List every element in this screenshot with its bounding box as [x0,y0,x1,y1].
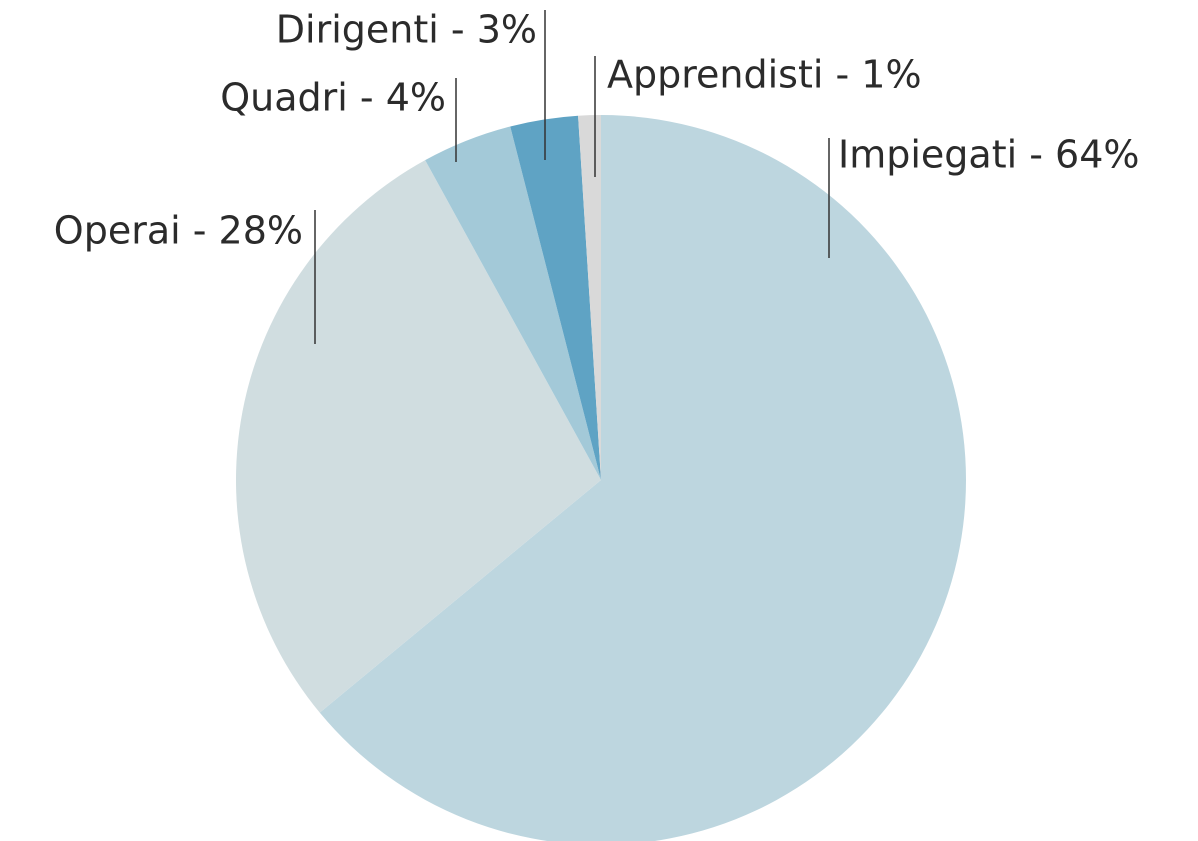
slice-label: Impiegati - 64% [838,133,1139,177]
slice-label: Operai - 28% [54,209,303,253]
pie-slice [236,160,602,713]
pie-slice [578,115,601,480]
slice-label: Quadri - 4% [220,76,446,120]
pie-slice [319,115,966,841]
slice-label: Dirigenti - 3% [276,8,537,52]
pie-slice [510,115,601,480]
pie-slice [425,126,601,480]
slice-label: Apprendisti - 1% [607,53,922,97]
